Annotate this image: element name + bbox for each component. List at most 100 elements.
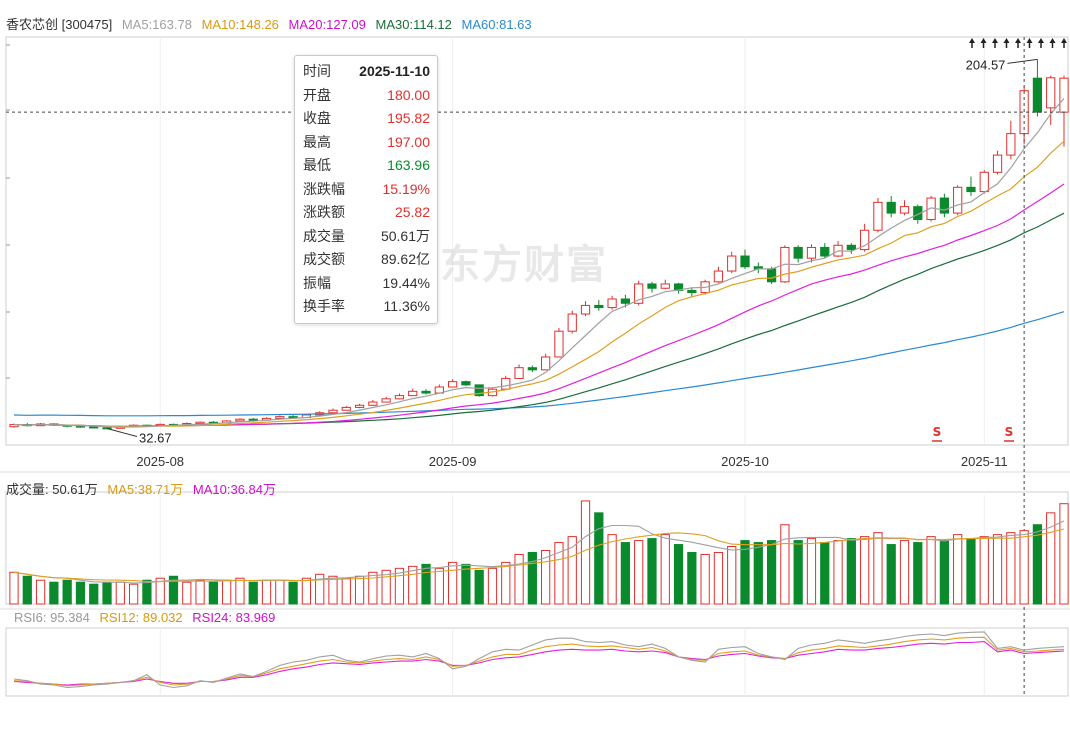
ma60-value: MA60:81.63 [461,17,532,32]
volume-bar [394,567,405,605]
volume-bar [1006,532,1016,605]
volume-bar [939,540,950,605]
volume-bar [660,534,670,605]
volume-bar [567,536,577,605]
volume-bar [620,542,631,605]
tooltip-value: 89.62亿 [380,251,430,267]
volume-bar [35,579,46,605]
candle-body [939,197,950,214]
candle-body [1032,77,1043,113]
low-price-label: 32.67 [139,431,172,446]
candle-body [966,186,976,193]
volume-ma5: MA5:38.71万 [107,482,184,497]
x-tick-label: 2025-08 [136,454,184,469]
candle-body [806,246,817,259]
volume-bar [634,540,644,605]
volume-bar [753,542,763,605]
stock-name: 香农芯创 [300475] [6,17,113,32]
tooltip-row: 成交额 89.62亿 [295,248,437,272]
volume-bar [22,575,32,605]
volume-bar [9,571,19,605]
ma60-line [13,311,1065,417]
volume-bar [434,567,444,605]
high-pointer [1007,58,1038,64]
tooltip-value: 197.00 [387,133,430,150]
volume-bar [461,563,471,605]
candle-body [740,255,750,268]
volume-label: 成交量: 50.61万 [6,482,98,497]
candle-body [288,416,298,419]
candle-body [447,381,458,388]
tooltip-row: 开盘 180.00 [295,84,437,108]
volume-bar [806,538,817,605]
volume-ma10-line [13,528,1065,583]
ma5-value: MA5:163.78 [121,17,192,32]
volume-bar [501,561,511,605]
candle-body [195,421,205,425]
volume-bar [766,540,777,605]
volume-bar [487,567,498,605]
signal-s-icon: S [933,425,942,439]
tooltip-value: 180.00 [387,86,430,103]
candle-body [766,268,777,283]
volume-bar [992,534,1003,605]
rsi24-line [13,641,1065,686]
volume-bar [727,546,737,605]
volume-bar [793,540,803,605]
volume-bar [208,581,218,605]
tooltip-value: 11.36% [383,298,430,314]
tooltip-row: 最高 197.00 [295,131,437,155]
data-tooltip: 时间 2025-11-10 开盘 180.00 收盘 195.82 最高 197.00 最低 16… [294,55,438,324]
tooltip-row: 换手率 11.36% [295,295,437,319]
ma10-value: MA10:148.26 [201,17,279,32]
candle-body [341,406,351,411]
arrow-marker [980,38,987,43]
volume-bar [62,579,72,605]
ma20-line [13,183,1065,427]
volume-bar [182,581,192,605]
x-tick-label: 2025-09 [429,454,477,469]
volume-bar [315,573,325,605]
candle-body [594,304,604,309]
tooltip-label: 最低 [303,157,331,173]
volume-bar [75,581,86,605]
volume-bar [860,536,870,605]
volume-bar [115,581,125,605]
volume-bar [647,538,657,605]
volume-bar [248,581,258,605]
volume-bar [514,553,524,605]
rsi-panel-frame [5,627,1069,697]
volume-bar [979,536,989,605]
volume-bar [421,563,431,605]
candle-body [713,270,724,283]
tooltip-label: 涨跌额 [303,204,345,220]
volume-bar [301,577,312,605]
volume-bar [899,540,910,605]
volume-bar [713,551,724,605]
volume-bar [288,581,298,605]
candle-body [354,404,365,408]
candle-body [953,186,963,214]
candle-body [421,390,431,394]
candle-body [394,395,405,400]
volume-bar [447,561,458,605]
candle-body [913,206,923,221]
volume-bar [1019,530,1029,605]
candle-body [687,289,697,294]
volume-bar [966,538,976,605]
candle-body [514,367,524,379]
candle-body [660,283,670,289]
candle-body [527,367,537,371]
arrow-marker [969,38,975,43]
candle-body [554,330,564,358]
tooltip-row: 成交量 50.61万 [295,225,437,249]
tooltip-value: 195.82 [387,110,430,126]
tooltip-row: 最低 163.96 [295,154,437,178]
rsi6-value: RSI6: 95.384 [14,610,90,625]
tooltip-row: 振幅 19.44% [295,272,437,296]
tooltip-label: 时间 [303,63,331,79]
volume-ma5-line [13,520,1065,584]
ma10-line [13,140,1065,427]
rsi24-value: RSI24: 83.969 [192,610,276,625]
